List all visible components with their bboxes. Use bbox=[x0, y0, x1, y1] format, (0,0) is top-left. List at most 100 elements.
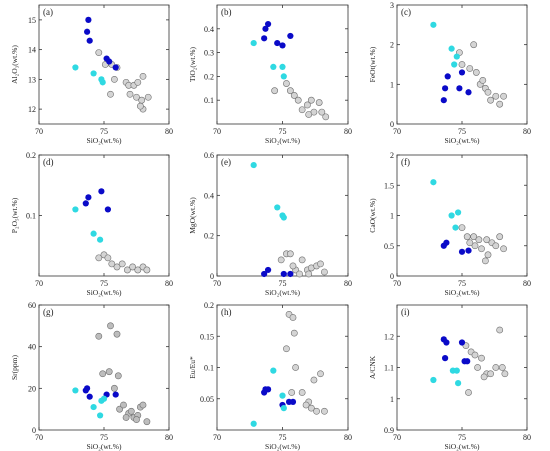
plot-frame bbox=[396, 154, 528, 277]
data-point bbox=[298, 389, 306, 396]
data-point bbox=[138, 96, 146, 104]
data-point bbox=[280, 73, 287, 80]
data-point bbox=[250, 420, 257, 427]
x-tick-label: 75 bbox=[458, 279, 466, 288]
data-point bbox=[483, 236, 491, 244]
data-point bbox=[250, 39, 257, 47]
plot-frame bbox=[216, 304, 349, 431]
data-point bbox=[264, 266, 272, 274]
data-point bbox=[95, 49, 103, 56]
data-point bbox=[289, 262, 297, 270]
data-point bbox=[303, 101, 311, 109]
data-point bbox=[487, 96, 494, 104]
data-point bbox=[84, 385, 91, 392]
data-point bbox=[317, 370, 324, 378]
x-tick-label: 80 bbox=[344, 433, 352, 442]
data-point bbox=[134, 266, 142, 274]
data-point bbox=[113, 263, 121, 271]
data-point bbox=[313, 407, 320, 415]
panel-g: 70 75 80 0 20 40 60 SiO₂(wt.%) Sr(ppm) (g) bbox=[10, 301, 173, 451]
y-tick-label: 0.2 bbox=[26, 151, 36, 160]
data-point bbox=[100, 395, 108, 402]
y-tick-label: 0.05 bbox=[200, 395, 214, 404]
data-point bbox=[492, 242, 500, 250]
x-tick-label: 75 bbox=[100, 127, 108, 136]
data-point bbox=[105, 368, 113, 376]
data-point bbox=[279, 63, 286, 70]
x-axis-label: SiO₂(wt.%) bbox=[265, 288, 300, 297]
data-point bbox=[430, 21, 437, 28]
data-point bbox=[250, 161, 257, 169]
data-point bbox=[129, 263, 136, 271]
data-point bbox=[287, 270, 294, 278]
x-tick-label: 75 bbox=[279, 433, 287, 442]
y-tick-label: 1.1 bbox=[384, 364, 394, 373]
data-point bbox=[287, 32, 294, 40]
data-point bbox=[500, 92, 507, 100]
data-point bbox=[133, 93, 140, 101]
data-point bbox=[86, 393, 93, 400]
panel-b: 70 75 80 0.1 0.2 0.3 0.4 SiO₂(wt.%) TiO₂(wt.%) (b… bbox=[188, 4, 352, 145]
data-point bbox=[98, 188, 105, 195]
x-tick-label: 70 bbox=[35, 127, 43, 136]
y-tick-label: 0.15 bbox=[200, 332, 214, 341]
data-point bbox=[480, 373, 488, 381]
y-tick-label: 1 bbox=[390, 80, 394, 89]
data-point bbox=[72, 64, 79, 71]
data-point bbox=[113, 330, 121, 338]
data-point bbox=[484, 88, 492, 96]
y-tick-label: 14 bbox=[28, 46, 36, 55]
data-point bbox=[290, 92, 298, 99]
data-point bbox=[86, 37, 93, 44]
data-point bbox=[453, 53, 460, 60]
y-tick-label: 1 bbox=[390, 212, 394, 221]
data-point bbox=[290, 329, 298, 337]
data-point bbox=[298, 256, 306, 264]
data-point bbox=[143, 266, 151, 274]
data-point bbox=[90, 70, 97, 77]
data-point bbox=[72, 206, 79, 213]
data-point bbox=[274, 204, 281, 211]
y-axis-label: FeOt(wt.%) bbox=[368, 46, 377, 82]
data-point bbox=[500, 245, 507, 253]
panel-tag: (a) bbox=[43, 7, 53, 17]
y-tick-label: 0.2 bbox=[204, 72, 214, 81]
y-tick-label: 20 bbox=[28, 384, 36, 393]
x-tick-label: 70 bbox=[35, 433, 43, 442]
y-tick-label: 0 bbox=[32, 426, 36, 435]
data-point bbox=[82, 200, 89, 207]
data-point bbox=[458, 69, 466, 76]
y-tick-label: 0.1 bbox=[204, 364, 214, 373]
panel-tag: (g) bbox=[43, 307, 54, 317]
data-point bbox=[451, 61, 458, 68]
x-axis-label: SiO₂(wt.%) bbox=[87, 136, 122, 145]
plot-frame bbox=[38, 304, 170, 431]
panel-i: 70 75 80 0.9 1 1.1 1.2 SiO₂(wt.%) A/CNK (i) bbox=[368, 304, 531, 451]
y-axis-label: Sr(ppm) bbox=[10, 355, 19, 381]
panel-d: 70 75 80 0.1 0.2 SiO₂(wt.%) P₂O₅(wt.%) (d) bbox=[10, 151, 173, 297]
data-point bbox=[144, 93, 152, 101]
data-point bbox=[107, 90, 114, 98]
data-point bbox=[90, 403, 97, 411]
data-point bbox=[465, 247, 472, 254]
data-point bbox=[492, 92, 500, 100]
y-tick-label: 12 bbox=[28, 105, 36, 114]
data-point bbox=[478, 354, 485, 362]
x-tick-label: 80 bbox=[523, 127, 531, 136]
data-point bbox=[264, 386, 272, 393]
y-tick-label: 13 bbox=[28, 75, 36, 84]
data-point bbox=[139, 401, 147, 409]
data-point bbox=[456, 85, 463, 92]
y-tick-label: 0 bbox=[390, 120, 394, 129]
data-point bbox=[463, 233, 471, 241]
x-tick-label: 70 bbox=[213, 433, 221, 442]
x-tick-label: 70 bbox=[35, 279, 43, 288]
data-point bbox=[317, 260, 324, 268]
data-point bbox=[120, 401, 127, 409]
data-point bbox=[443, 239, 450, 246]
y-axis-label: CaO(wt.%) bbox=[368, 198, 377, 233]
data-point bbox=[97, 236, 104, 243]
data-point bbox=[474, 364, 481, 371]
x-tick-label: 80 bbox=[523, 433, 531, 442]
